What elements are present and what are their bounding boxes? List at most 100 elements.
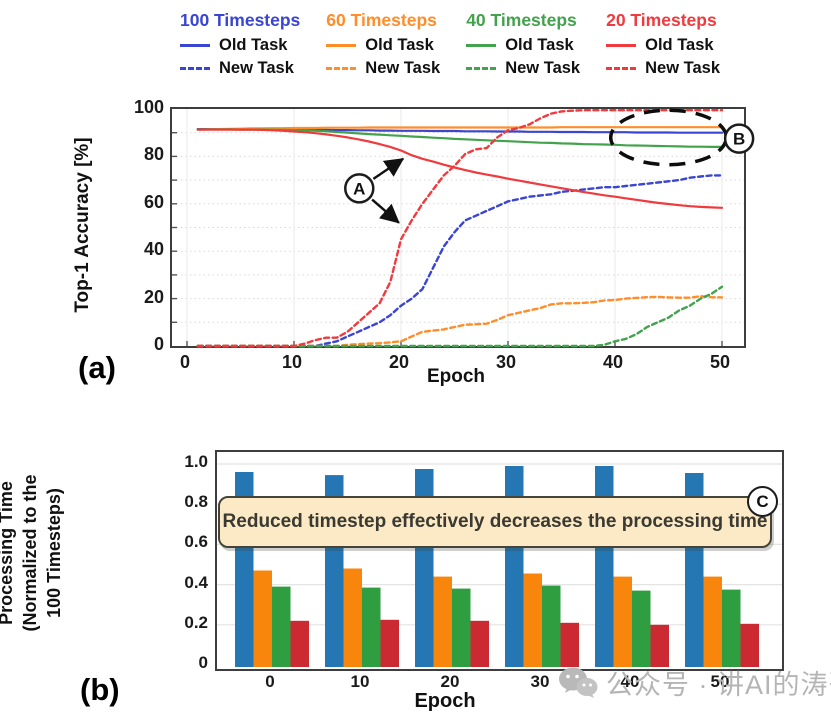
dashed-line-swatch bbox=[606, 66, 637, 70]
x-axis-label-epoch-a: Epoch bbox=[426, 366, 486, 387]
x-tick-label-b: 0 bbox=[265, 672, 275, 691]
solid-line-swatch bbox=[326, 43, 357, 47]
legend-entry-label: New Task bbox=[505, 58, 581, 77]
legend-group-title: 20 Timesteps bbox=[606, 10, 717, 30]
annotation-b-letter: B bbox=[733, 130, 745, 149]
y-tick-label-a: 100 bbox=[133, 97, 164, 117]
annotation-b-circle bbox=[723, 123, 755, 154]
legend-entry-label: New Task bbox=[645, 58, 721, 77]
processing-time-bar-chart bbox=[215, 450, 784, 671]
y-tick-label-b: 0.2 bbox=[184, 612, 208, 632]
line-series-60-timesteps-new-task bbox=[196, 294, 724, 348]
legend-group-title: 40 Timesteps bbox=[466, 10, 577, 30]
y-axis-label-accuracy: Top-1 Accuracy [%] bbox=[72, 137, 93, 313]
legend-entry-new-task: New Task bbox=[466, 57, 580, 79]
annotation-a-letter: A bbox=[353, 179, 365, 198]
legend-entry-new-task: New Task bbox=[179, 57, 300, 79]
x-tick-label-a: 50 bbox=[709, 352, 731, 372]
annotation-arrow bbox=[372, 157, 405, 180]
bar-epoch-20-60-timesteps bbox=[433, 576, 452, 667]
y-tick-label-a: 80 bbox=[143, 144, 164, 165]
annotation-arrow bbox=[371, 198, 400, 224]
legend-entry-old-task: Old Task bbox=[326, 34, 440, 56]
dashed-line-swatch bbox=[326, 66, 357, 70]
x-tick-label-b: 30 bbox=[530, 672, 550, 691]
wechat-icon bbox=[559, 667, 598, 698]
annotation-a-circle bbox=[344, 173, 375, 204]
bar-epoch-0-20-timesteps bbox=[290, 620, 309, 667]
y-tick-label-a: 40 bbox=[143, 239, 164, 260]
legend-entry-old-task: Old Task bbox=[466, 34, 580, 56]
bar-epoch-10-20-timesteps bbox=[380, 619, 399, 667]
y-axis-label-line3: 100 Timesteps) bbox=[44, 488, 64, 618]
x-tick-label-b: 20 bbox=[440, 672, 460, 691]
y-tick-label-b: 0.6 bbox=[184, 532, 208, 552]
x-tick-label-a: 20 bbox=[388, 352, 410, 372]
bar-epoch-30-20-timesteps bbox=[560, 622, 579, 667]
bar-epoch-20-40-timesteps bbox=[452, 588, 471, 667]
bar-epoch-20-20-timesteps bbox=[470, 620, 489, 667]
line-series-20-timesteps-new-task bbox=[196, 109, 724, 348]
bar-series-40-timesteps bbox=[272, 585, 741, 667]
bar-epoch-30-40-timesteps bbox=[542, 585, 561, 667]
y-tick-label-b: 0 bbox=[198, 653, 208, 672]
x-tick-label-a: 30 bbox=[495, 352, 517, 372]
legend-entry-new-task: New Task bbox=[606, 57, 720, 79]
legend-entry-label: Old Task bbox=[218, 35, 288, 54]
accuracy-line-chart: AB bbox=[170, 107, 755, 348]
panel-a-label: (a) bbox=[78, 350, 116, 385]
panel-a: 100 Timesteps Old Task New Task 60 Timestep… bbox=[72, 10, 795, 387]
bar-series-60-timesteps bbox=[253, 568, 722, 667]
gridlines-a bbox=[172, 109, 744, 346]
legend-entry-label: New Task bbox=[218, 58, 294, 77]
bar-epoch-50-60-timesteps bbox=[703, 576, 722, 667]
bar-epoch-10-40-timesteps bbox=[362, 587, 381, 667]
x-tick-label-a: 10 bbox=[281, 352, 303, 372]
y-axis-label-line2: (Normalized to the bbox=[20, 474, 40, 632]
bar-epoch-50-40-timesteps bbox=[722, 589, 741, 667]
bar-epoch-0-60-timesteps bbox=[253, 570, 272, 667]
callout-note-text: Reduced timestep effectively decreases t… bbox=[222, 511, 768, 532]
legend-entry-label: Old Task bbox=[365, 35, 434, 54]
solid-line-swatch bbox=[179, 43, 210, 47]
solid-line-swatch bbox=[606, 43, 637, 47]
y-tick-label-a: 0 bbox=[153, 334, 164, 354]
legend-group-title: 60 Timesteps bbox=[326, 10, 437, 30]
watermark: 公众号 · 讲AI的涛哥 bbox=[558, 663, 831, 702]
line-series-60-timesteps-old-task bbox=[196, 126, 724, 131]
bar-epoch-40-40-timesteps bbox=[632, 590, 651, 667]
bar-epoch-30-60-timesteps bbox=[523, 573, 542, 667]
y-tick-label-b: 0.4 bbox=[184, 572, 208, 592]
bar-series-20-timesteps bbox=[290, 619, 759, 667]
bar-epoch-0-40-timesteps bbox=[272, 586, 291, 667]
legend-group-100-timesteps: 100 Timesteps Old Task New Task bbox=[179, 10, 301, 79]
line-series-40-timesteps-new-task bbox=[196, 285, 724, 348]
x-tick-label-b: 40 bbox=[620, 672, 640, 691]
line-series-20-timesteps-old-task bbox=[196, 128, 724, 209]
annotation-c-letter: C bbox=[756, 491, 769, 511]
x-tick-label-a: 0 bbox=[179, 352, 190, 372]
dashed-line-swatch bbox=[179, 66, 210, 70]
y-tick-label-b: 1.0 bbox=[184, 452, 208, 471]
x-tick-label-a: 40 bbox=[602, 352, 624, 372]
y-tick-label-a: 20 bbox=[143, 286, 164, 307]
y-axis-label-processing-time: Processing Time (Normalized to the 100 T… bbox=[0, 438, 66, 668]
dashed-line-swatch bbox=[466, 66, 497, 70]
legend-entry-old-task: Old Task bbox=[179, 34, 300, 56]
bar-epoch-40-60-timesteps bbox=[613, 576, 632, 667]
x-tick-label-b: 10 bbox=[350, 672, 370, 691]
legend-group-40-timesteps: 40 Timesteps Old Task New Task bbox=[466, 10, 580, 79]
legend-group-20-timesteps: 20 Timesteps Old Task New Task bbox=[606, 10, 720, 79]
legend-entry-old-task: Old Task bbox=[606, 34, 720, 56]
legend-group-60-timesteps: 60 Timesteps Old Task New Task bbox=[326, 10, 440, 79]
legend-entry-new-task: New Task bbox=[326, 57, 440, 79]
annotation-c-circle: C bbox=[747, 486, 778, 517]
line-chart-legend: 100 Timesteps Old Task New Task 60 Timestep… bbox=[105, 10, 795, 79]
panel-b-label: (b) bbox=[80, 672, 120, 707]
x-tick-label-b: 50 bbox=[710, 672, 730, 691]
legend-group-title: 100 Timesteps bbox=[179, 10, 301, 30]
bar-epoch-50-20-timesteps bbox=[740, 623, 759, 667]
x-axis-label-epoch-b: Epoch bbox=[414, 690, 476, 712]
bar-epoch-40-20-timesteps bbox=[650, 624, 669, 667]
